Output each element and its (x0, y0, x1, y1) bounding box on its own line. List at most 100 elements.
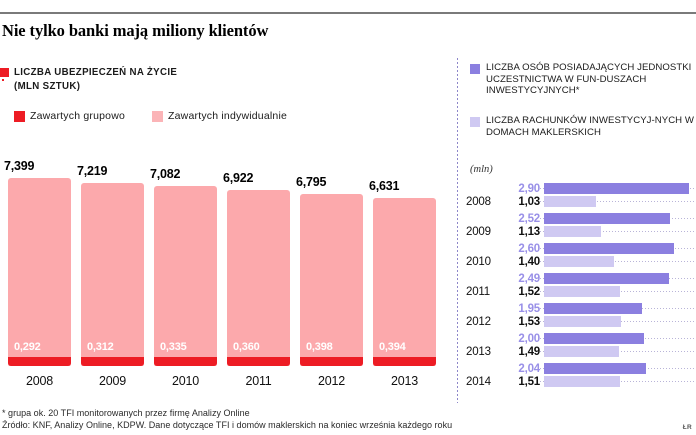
bar-segment-grupowo (81, 357, 144, 366)
leader-dots (498, 201, 696, 202)
bar-total-indywidualnie: 0,398 (300, 194, 363, 366)
right-chart-bar (544, 316, 621, 327)
right-chart-track (544, 316, 694, 327)
bar-year-label: 2010 (171, 374, 199, 388)
right-chart-track (544, 273, 694, 284)
bar-total-label: 6,795 (296, 175, 327, 189)
author-initials: ŁR (682, 424, 692, 431)
bar-year-label: 2009 (98, 374, 126, 388)
legend-swatch-light-purple-icon (470, 117, 480, 127)
bar-red-value-label: 0,398 (306, 341, 333, 353)
right-chart-bar (544, 376, 620, 387)
right-chart-row: 2011 1,52 (466, 285, 696, 298)
right-chart-bar (544, 273, 669, 284)
right-chart-year-block: 2,00 2013 1,49 (466, 332, 696, 363)
right-chart-year-block: 2,52 2009 1,13 (466, 212, 696, 243)
right-chart-year-block: 2,04 2014 1,51 (466, 362, 696, 393)
right-chart-row: 2010 1,40 (466, 255, 696, 268)
legend-label-indywidualnie: Zawartych indywidualnie (168, 110, 288, 122)
right-chart-row: 2012 1,53 (466, 315, 696, 328)
right-chart-value-label: 2,90 (496, 182, 540, 195)
right-chart-year-block: 2,60 2010 1,40 (466, 242, 696, 273)
right-chart-bar (544, 183, 689, 194)
bar-red-value-label: 0,360 (233, 341, 260, 353)
right-chart-value-label: 1,51 (496, 375, 540, 388)
right-chart-row: 2008 1,03 (466, 195, 696, 208)
right-chart-row: 2,49 (466, 272, 696, 285)
right-chart-value-label: 1,52 (496, 285, 540, 298)
legend-label-grupowo: Zawartych grupowo (30, 110, 126, 122)
bar-total-indywidualnie: 0,335 (154, 186, 217, 366)
right-chart-value-label: 1,03 (496, 195, 540, 208)
right-legend-item-funds: Liczba osób posiadających jednostki ucze… (470, 62, 696, 97)
right-bar-chart: 2,90 2008 1,03 2,52 2009 1,13 2,60 2010 1,40 2,49… (466, 182, 696, 393)
bar-red-value-label: 0,394 (379, 341, 406, 353)
right-chart-row: 2,60 (466, 242, 696, 255)
right-chart-bar (544, 196, 596, 207)
right-chart-year-block: 2,90 2008 1,03 (466, 182, 696, 213)
right-chart-row: 2,00 (466, 332, 696, 345)
red-bullet-icon (0, 68, 9, 81)
right-chart-year-label: 2009 (466, 225, 491, 238)
top-divider-rule (0, 12, 696, 14)
source-text: Źródło: KNF, Analizy Online, KDPW. Dane … (2, 420, 453, 430)
right-chart-track (544, 256, 694, 267)
right-chart-row: 2,04 (466, 362, 696, 375)
right-chart-track (544, 333, 694, 344)
bar-red-value-label: 0,335 (160, 341, 187, 353)
legend-swatch-dark-purple-icon (470, 64, 480, 74)
right-chart-track (544, 363, 694, 374)
right-chart-row: 2009 1,13 (466, 225, 696, 238)
bar-segment-grupowo (8, 357, 71, 366)
bar-total-label: 6,631 (369, 179, 400, 193)
right-chart-row: 2013 1,49 (466, 345, 696, 358)
left-heading-line2: (mln sztuk) (14, 80, 81, 92)
footer: * grupa ok. 20 TFI monitorowanych przez … (2, 407, 694, 431)
right-chart-year-block: 1,95 2012 1,53 (466, 302, 696, 333)
right-chart-bar (544, 333, 644, 344)
right-chart-value-label: 1,49 (496, 345, 540, 358)
right-chart-value-label: 1,95 (496, 302, 540, 315)
right-chart-bar (544, 303, 642, 314)
panel-divider (457, 58, 458, 403)
bar-year-label: 2012 (317, 374, 345, 388)
bar-total-indywidualnie: 0,360 (227, 190, 290, 366)
right-chart-year-label: 2010 (466, 255, 491, 268)
right-chart-bar (544, 363, 646, 374)
right-chart-row: 2,90 (466, 182, 696, 195)
right-chart-track (544, 303, 694, 314)
right-chart-value-label: 2,04 (496, 362, 540, 375)
legend-swatch-red-icon (14, 110, 25, 122)
right-chart-track (544, 196, 694, 207)
page-title: Nie tylko banki mają miliony klientów (2, 21, 269, 40)
legend-item-grupowo: Zawartych grupowo (14, 110, 125, 122)
right-chart-value-label: 1,53 (496, 315, 540, 328)
right-chart-row: 2,52 (466, 212, 696, 225)
footnote-text: * grupa ok. 20 TFI monitorowanych przez … (2, 408, 250, 418)
right-chart-bar (544, 213, 670, 224)
right-chart-year-label: 2014 (466, 375, 491, 388)
right-chart-track (544, 376, 694, 387)
right-chart-year-label: 2013 (466, 345, 491, 358)
right-chart-bar (544, 286, 620, 297)
right-legend-item-brokerage: Liczba rachunków inwestycyj-nych w domac… (470, 115, 696, 138)
left-chart-panel: Liczba ubezpieczeń na życie (mln sztuk) … (0, 67, 436, 388)
right-legend-label-brokerage: Liczba rachunków inwestycyj-nych w domac… (486, 115, 694, 138)
bar-red-value-label: 0,312 (87, 341, 114, 353)
bar-segment-grupowo (300, 357, 363, 366)
left-chart-legend: Zawartych grupowo Zawartych indywidualni… (14, 110, 287, 122)
right-chart-track (544, 346, 694, 357)
right-chart-value-label: 2,52 (496, 212, 540, 225)
right-chart-year-label: 2011 (466, 285, 490, 298)
left-heading-line1: Liczba ubezpieczeń na życie (14, 67, 178, 78)
bar-total-indywidualnie: 0,394 (373, 198, 436, 366)
bar-total-label: 6,922 (223, 171, 254, 185)
right-chart-bar (544, 256, 614, 267)
right-chart-value-label: 2,49 (496, 272, 540, 285)
bar-segment-grupowo (227, 357, 290, 366)
right-chart-track (544, 226, 694, 237)
bar-total-label: 7,082 (150, 167, 181, 181)
right-chart-track (544, 183, 694, 194)
right-chart-track (544, 243, 694, 254)
right-chart-unit-label: (mln) (470, 164, 493, 175)
